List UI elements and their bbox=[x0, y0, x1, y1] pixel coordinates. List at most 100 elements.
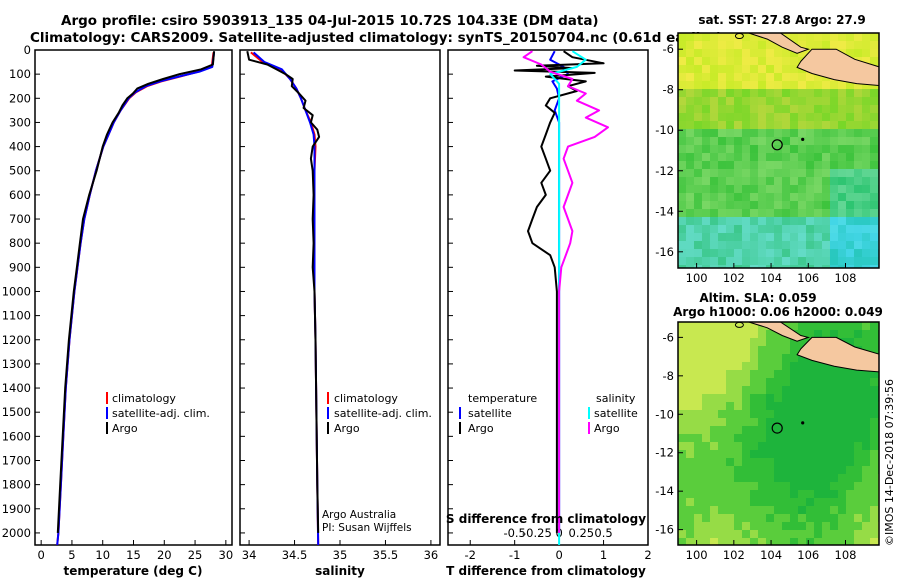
heatmap-cell bbox=[782, 378, 791, 387]
heatmap-cell bbox=[806, 434, 815, 443]
heatmap-cell bbox=[726, 65, 735, 74]
heatmap-cell bbox=[678, 161, 687, 170]
sst-map: 100 102 104 106 108-6-8-10-12-14-16 bbox=[655, 32, 880, 285]
heatmap-cell bbox=[822, 378, 831, 387]
heatmap-cell bbox=[710, 225, 719, 234]
x-tick-label: 34.5 bbox=[282, 548, 308, 562]
heatmap-cell bbox=[718, 97, 727, 106]
heatmap-cell bbox=[806, 33, 815, 42]
heatmap-cell bbox=[734, 450, 743, 459]
heatmap-cell bbox=[782, 450, 791, 459]
heatmap-cell bbox=[686, 330, 695, 339]
heatmap-cell bbox=[774, 73, 783, 82]
heatmap-cell bbox=[750, 330, 759, 339]
heatmap-cell bbox=[718, 249, 727, 258]
heatmap-cell bbox=[726, 402, 735, 411]
heatmap-cell bbox=[710, 129, 719, 138]
heatmap-cell bbox=[686, 410, 695, 419]
heatmap-cell bbox=[686, 514, 695, 523]
heatmap-cell bbox=[718, 386, 727, 395]
heatmap-cell bbox=[718, 161, 727, 170]
heatmap-cell bbox=[686, 338, 695, 347]
heatmap-cell bbox=[766, 530, 775, 539]
heatmap-cell bbox=[774, 394, 783, 403]
temperature-axis-label: temperature (deg C) bbox=[64, 564, 203, 578]
heatmap-cell bbox=[790, 506, 799, 515]
heatmap-cell bbox=[734, 330, 743, 339]
heatmap-cell bbox=[734, 346, 743, 355]
heatmap-cell bbox=[790, 394, 799, 403]
heatmap-cell bbox=[678, 530, 687, 539]
heatmap-cell bbox=[710, 209, 719, 218]
heatmap-cell bbox=[742, 378, 751, 387]
heatmap-cell bbox=[726, 241, 735, 250]
heatmap-cell bbox=[766, 418, 775, 427]
heatmap-cell bbox=[702, 474, 711, 483]
salinity-plot: 34 34.5 35 35.5 36 bbox=[242, 50, 438, 562]
heatmap-cell bbox=[790, 169, 799, 178]
heatmap-cell bbox=[742, 153, 751, 162]
heatmap-cell bbox=[702, 217, 711, 226]
heatmap-cell bbox=[790, 490, 799, 499]
heatmap-cell bbox=[806, 129, 815, 138]
s-tick-label: -0.5 bbox=[503, 526, 525, 540]
heatmap-cell bbox=[742, 177, 751, 186]
heatmap-cell bbox=[838, 466, 847, 475]
heatmap-cell bbox=[830, 402, 839, 411]
heatmap-cell bbox=[838, 129, 847, 138]
temperature-legend: climatology satellite-adj. clim. Argo bbox=[106, 392, 210, 435]
heatmap-cell bbox=[758, 538, 767, 545]
heatmap-cell bbox=[726, 145, 735, 154]
heatmap-cell bbox=[742, 137, 751, 146]
heatmap-cell bbox=[846, 81, 855, 90]
heatmap-cell bbox=[822, 233, 831, 242]
heatmap-cell bbox=[822, 538, 831, 545]
heatmap-cell bbox=[750, 169, 759, 178]
heatmap-cell bbox=[718, 57, 727, 66]
heatmap-cell bbox=[838, 233, 847, 242]
heatmap-cell bbox=[822, 113, 831, 122]
heatmap-cell bbox=[734, 458, 743, 467]
heatmap-cell bbox=[814, 121, 823, 130]
heatmap-cell bbox=[694, 121, 703, 130]
heatmap-cell bbox=[822, 362, 831, 371]
heatmap-cell bbox=[758, 410, 767, 419]
heatmap-cell bbox=[790, 466, 799, 475]
heatmap-cell bbox=[846, 418, 855, 427]
heatmap-cell bbox=[830, 265, 839, 268]
map-y-tick-label: -14 bbox=[655, 484, 674, 498]
difference-plot: -2 -1 0 1 2-0.5-0.25 0 0.25 0.5 bbox=[464, 50, 652, 562]
heatmap-cell bbox=[806, 201, 815, 210]
heatmap-cell bbox=[862, 113, 871, 122]
heatmap-cell bbox=[686, 41, 695, 50]
heatmap-cell bbox=[830, 153, 839, 162]
heatmap-cell bbox=[686, 530, 695, 539]
heatmap-cell bbox=[830, 209, 839, 218]
heatmap-cell bbox=[694, 466, 703, 475]
heatmap-cell bbox=[782, 169, 791, 178]
heatmap-cell bbox=[862, 410, 871, 419]
heatmap-cell bbox=[862, 217, 871, 226]
heatmap-cell bbox=[702, 73, 711, 82]
heatmap-cell bbox=[710, 346, 719, 355]
heatmap-cell bbox=[734, 354, 743, 363]
heatmap-cell bbox=[758, 257, 767, 266]
heatmap-cell bbox=[766, 217, 775, 226]
heatmap-cell bbox=[742, 217, 751, 226]
heatmap-cell bbox=[758, 354, 767, 363]
heatmap-cell bbox=[862, 97, 871, 106]
heatmap-cell bbox=[758, 113, 767, 122]
heatmap-cell bbox=[766, 57, 775, 66]
heatmap-cell bbox=[726, 386, 735, 395]
heatmap-cell bbox=[870, 498, 879, 507]
heatmap-cell bbox=[686, 458, 695, 467]
heatmap-cell bbox=[766, 474, 775, 483]
heatmap-cell bbox=[766, 442, 775, 451]
heatmap-cell bbox=[854, 514, 863, 523]
heatmap-cell bbox=[702, 370, 711, 379]
heatmap-cell bbox=[782, 185, 791, 194]
heatmap-cell bbox=[846, 33, 855, 42]
heatmap-cell bbox=[806, 41, 815, 50]
heatmap-cell bbox=[870, 97, 879, 106]
heatmap-cell bbox=[750, 434, 759, 443]
